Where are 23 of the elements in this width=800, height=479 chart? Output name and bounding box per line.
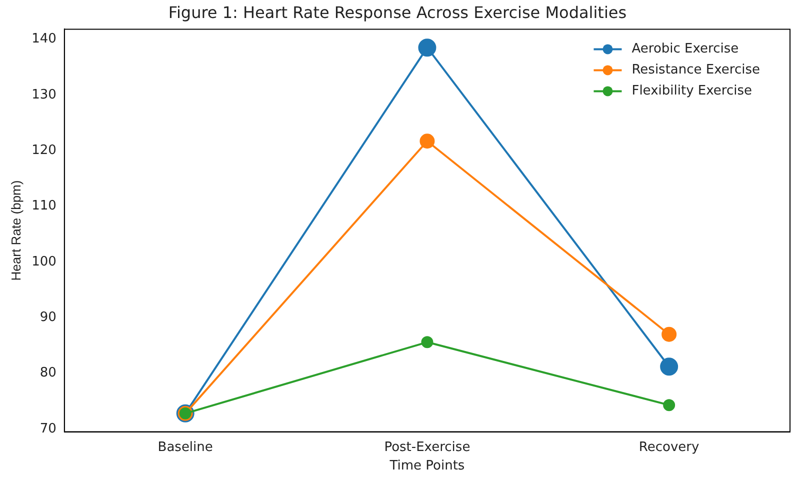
point — [660, 358, 678, 376]
chart-title: Figure 1: Heart Rate Response Across Exercise Modalities — [168, 2, 627, 22]
legend-label: Resistance Exercise — [632, 62, 760, 78]
y-tick-label: 140 — [32, 32, 56, 47]
x-tick-label: Post-Exercise — [384, 440, 470, 455]
x-tick-label: Recovery — [638, 440, 700, 455]
point — [420, 134, 435, 149]
point — [418, 38, 436, 57]
y-tick-label: 130 — [32, 87, 56, 102]
legend-label: Aerobic Exercise — [632, 42, 739, 57]
legend-label: Flexibility Exercise — [632, 84, 752, 99]
y-tick-label: 90 — [40, 310, 56, 326]
point — [421, 336, 434, 348]
point — [662, 326, 677, 342]
y-tick-label: 100 — [32, 254, 56, 270]
y-tick-label: 110 — [32, 198, 56, 214]
y-tick-label: 80 — [40, 366, 56, 381]
x-axis-title: Time Points — [388, 458, 465, 474]
x-tick-label: Baseline — [158, 440, 213, 455]
y-tick-label: 120 — [32, 142, 56, 158]
y-tick-label: 70 — [40, 421, 56, 436]
point — [663, 399, 676, 412]
y-axis-title: Heart Rate (bpm) — [8, 180, 24, 281]
